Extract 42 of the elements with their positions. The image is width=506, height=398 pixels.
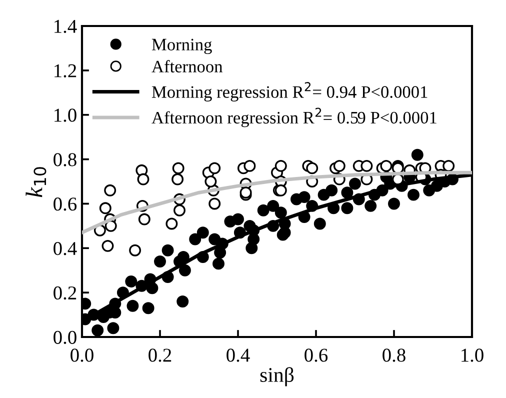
point (208, 162, 221, 174)
legend-label: Afternoon regression R$^{2}$= 0.59 P<0.0001 (152, 108, 436, 128)
legend-label: Morning (152, 38, 212, 54)
x-axis-title: sinβ (260, 367, 294, 386)
point (274, 160, 287, 172)
legend-label: Morning regression R$^{2}$= 0.94 P<0.0001 (152, 82, 428, 102)
point (306, 162, 318, 174)
legend-label: Afternoon (152, 60, 223, 72)
point (360, 160, 373, 172)
point (172, 173, 184, 186)
y-tick-label: 0.4 (54, 242, 77, 256)
point (104, 184, 116, 196)
x-tick-label: 1.0 (462, 348, 484, 362)
point (333, 160, 346, 172)
y-tick-label: 0.2 (54, 286, 76, 300)
y-tick-label: 0.6 (54, 198, 77, 211)
x-tick-label: 0.4 (226, 348, 250, 362)
point (104, 220, 117, 232)
point (137, 173, 150, 186)
x-tick-label: 0.6 (304, 348, 328, 362)
line-series (82, 170, 472, 234)
point (102, 240, 114, 252)
point (204, 176, 217, 188)
y-tick-label: 1.4 (54, 20, 77, 34)
point (244, 160, 256, 172)
point (129, 244, 142, 256)
x-tick-label: 0.2 (148, 348, 172, 362)
point (138, 213, 150, 226)
point (172, 162, 184, 174)
x-tick-label: 0.8 (382, 348, 406, 362)
point (442, 160, 455, 172)
point (99, 202, 112, 214)
y-tick-label: 0.0 (54, 330, 76, 344)
y-tick-label: 0.8 (54, 153, 76, 166)
point (208, 198, 221, 210)
y-tick-label: 1.2 (54, 64, 76, 78)
point (166, 218, 178, 230)
x-tick-label: 0.0 (70, 348, 94, 362)
y-tick-label: 1.0 (54, 108, 76, 122)
y-axis-title: k$_{10}$ (26, 167, 46, 198)
point (174, 204, 186, 216)
point (380, 160, 392, 172)
